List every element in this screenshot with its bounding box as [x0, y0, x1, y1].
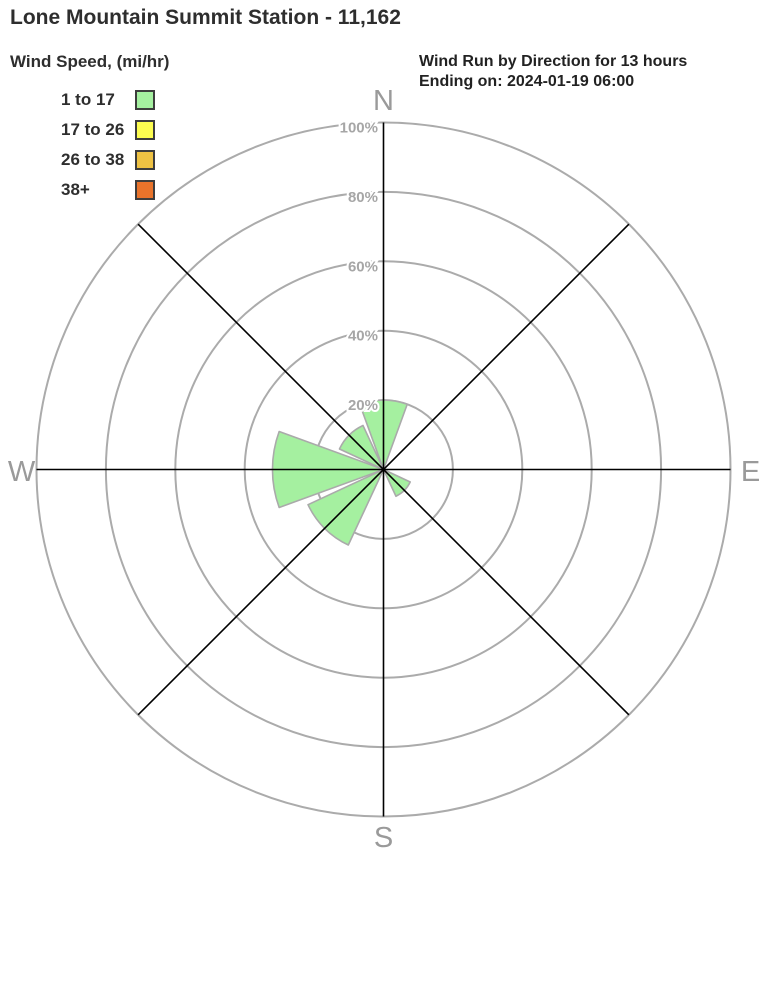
compass-label-w: W — [8, 456, 36, 488]
legend-swatch-orange — [135, 180, 155, 200]
legend-title: Wind Speed, (mi/hr) — [10, 52, 170, 71]
chart-subtitle: Wind Run by Direction for 13 hours Endin… — [419, 52, 759, 92]
ring-label-60: 60% — [348, 258, 378, 275]
ring-label-100: 100% — [340, 120, 378, 137]
legend-swatch-amber — [135, 150, 155, 170]
page-title: Lone Mountain Summit Station - 11,162 — [10, 6, 401, 29]
compass-label-e: E — [741, 456, 760, 488]
legend-label: 38+ — [61, 180, 90, 199]
ring-label-80: 80% — [348, 189, 378, 206]
legend-swatch-yellow — [135, 120, 155, 140]
legend-label: 17 to 26 — [61, 120, 125, 139]
ring-label-20: 20% — [348, 397, 378, 414]
legend-label: 26 to 38 — [61, 150, 125, 169]
chart-subtitle-line2: Ending on: 2024-01-19 06:00 — [419, 73, 635, 90]
legend-swatch-green — [135, 90, 155, 110]
legend-label: 1 to 17 — [61, 90, 115, 109]
axis-nw-se — [137, 223, 630, 716]
chart-subtitle-line1: Wind Run by Direction for 13 hours — [419, 53, 688, 70]
compass-label-s: S — [374, 822, 393, 854]
compass-label-n: N — [373, 85, 394, 117]
ring-label-40: 40% — [348, 328, 378, 345]
